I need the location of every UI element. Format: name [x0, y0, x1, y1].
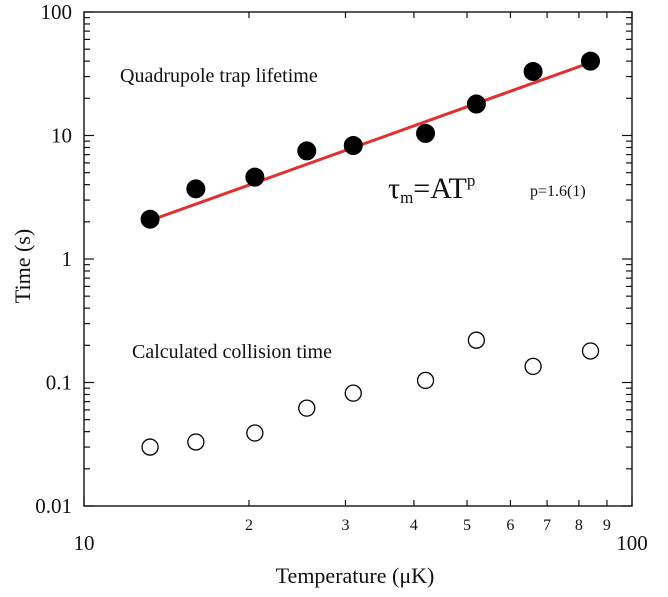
open-data-point	[416, 371, 435, 390]
y-tick-label: 0.01	[35, 494, 72, 518]
filled-data-point	[343, 135, 363, 155]
x-minor-tick-label: 4	[410, 517, 418, 534]
filled-data-point	[416, 123, 436, 143]
open-data-point	[141, 438, 159, 456]
x-axis-label: Temperature (μK)	[276, 563, 435, 588]
open-data-point	[246, 424, 264, 442]
axis-ticks: 0.01 0.1 1 10 100 10 100 2 3 4 5 6 7 8 9	[35, 0, 648, 555]
formula-subscript: m	[400, 188, 413, 207]
fit-exponent-note: p=1.6(1)	[530, 183, 586, 200]
y-tick-label: 100	[41, 0, 73, 24]
y-tick-label: 10	[51, 124, 72, 148]
y-axis-label: Time (s)	[10, 229, 35, 303]
filled-data-point	[297, 141, 317, 161]
filled-data-point	[523, 61, 543, 81]
x-minor-tick-label: 9	[603, 517, 611, 534]
filled-data-point	[245, 167, 265, 187]
lower-series-label: Calculated collision time	[132, 341, 332, 363]
y-tick-label: 1	[62, 247, 73, 271]
formula-tau: τ	[388, 172, 400, 205]
x-minor-tick-label: 2	[245, 517, 253, 534]
x-minor-tick-label: 6	[506, 517, 514, 534]
open-data-point	[187, 433, 205, 451]
x-minor-tick-label: 8	[575, 517, 583, 534]
open-data-point	[581, 342, 600, 360]
filled-data-point	[466, 94, 486, 114]
filled-data-point	[581, 51, 601, 71]
fit-formula: τm=ATp	[388, 171, 475, 207]
fit-line-group	[148, 61, 593, 222]
y-tick-label: 0.1	[46, 371, 72, 395]
open-data-point	[467, 331, 486, 349]
filled-data-point	[140, 209, 160, 229]
upper-series-label: Quadrupole trap lifetime	[120, 65, 318, 87]
open-data-point	[524, 357, 542, 376]
formula-rhs: =AT	[413, 172, 467, 205]
x-tick-label: 100	[616, 531, 648, 555]
fit-line	[148, 61, 593, 222]
data-points	[140, 51, 601, 456]
x-tick-label: 10	[74, 531, 95, 555]
x-minor-tick-label: 5	[463, 517, 471, 534]
x-minor-tick-label: 7	[543, 517, 551, 534]
open-data-point	[298, 399, 316, 417]
x-minor-tick-label: 3	[341, 517, 349, 534]
open-data-point	[344, 384, 362, 402]
formula-superscript: p	[467, 171, 476, 190]
filled-data-point	[186, 179, 206, 199]
